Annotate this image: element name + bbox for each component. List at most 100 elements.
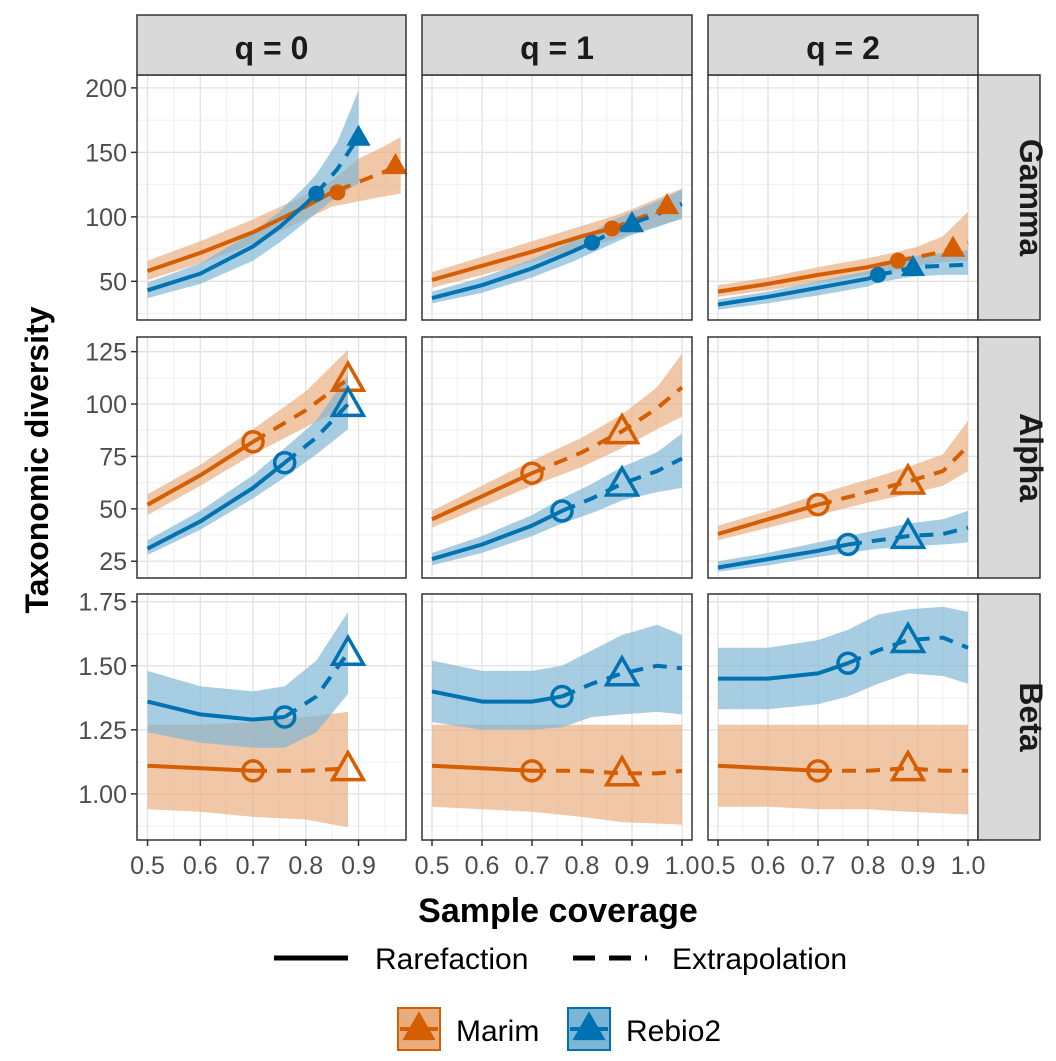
panel-data: [431, 353, 684, 566]
panel-markers: [241, 359, 367, 475]
panel-markers: [241, 633, 367, 783]
line-rarefaction-marim: [146, 440, 255, 507]
panel-border: [421, 593, 693, 841]
point-observed-rebio2: [870, 266, 886, 283]
point-observed-marim: [890, 252, 906, 269]
strip-row-box: [977, 336, 1041, 579]
x-tick-label: 0.9: [341, 852, 376, 880]
panel-markers: [806, 620, 927, 783]
point-extrapolated-rebio2: [329, 384, 367, 418]
point-extrapolated-rebio2: [329, 633, 367, 667]
ribbon-marim: [718, 420, 968, 541]
x-tick-label: 0.7: [236, 852, 271, 880]
strip-row-label: Beta: [1013, 682, 1049, 752]
point-extrapolated-marim: [383, 152, 408, 175]
x-tick-label: 0.7: [515, 852, 550, 880]
legend-key-marim-triangle: [402, 1011, 436, 1041]
x-tick-label: 0.7: [801, 852, 836, 880]
line-extrapolation-rebio2: [561, 663, 683, 699]
point-observed-rebio2: [308, 185, 325, 202]
strip-col-box: [707, 14, 979, 76]
point-observed-rebio2: [550, 499, 574, 523]
panel-markers: [806, 462, 927, 557]
y-tick-label: 75: [99, 443, 127, 471]
ribbon-marim: [147, 136, 401, 280]
point-extrapolated-marim: [940, 235, 966, 257]
strip-row-label: Alpha: [1013, 413, 1049, 502]
point-extrapolated-marim: [603, 754, 641, 787]
line-extrapolation-rebio2: [283, 402, 350, 465]
point-extrapolated-marim: [654, 192, 680, 215]
panel-alpha-0: [136, 336, 407, 579]
panel-markers: [870, 235, 966, 283]
line-extrapolation-rebio2: [847, 525, 969, 547]
point-observed-marim: [806, 759, 830, 783]
y-tick-label: 1.75: [78, 589, 127, 617]
panel-beta-2: [707, 593, 979, 841]
point-extrapolated-rebio2: [346, 124, 371, 146]
legend-label-rebio2: Rebio2: [626, 1015, 721, 1048]
line-extrapolation-marim: [532, 768, 683, 776]
panel-alpha-2: [707, 336, 979, 579]
x-tick-label: 0.9: [615, 852, 650, 880]
x-tick-label: 0.6: [465, 852, 500, 880]
axes-layer: 50 100 150 200 25 50 75 100 125 1.00 1.25 1.50 1.75 0…: [78, 75, 985, 880]
ribbon-marim: [718, 211, 968, 297]
line-rarefaction-rebio2: [718, 661, 849, 681]
panels-layer: [136, 74, 979, 841]
line-rarefaction-marim: [431, 471, 533, 522]
strip-col-label: q = 1: [520, 30, 594, 66]
strip-row-2: Beta: [977, 593, 1049, 841]
strip-col-2: q = 2: [707, 14, 979, 76]
panel-gamma-2: [707, 74, 979, 321]
strip-row-box: [977, 74, 1041, 321]
point-extrapolated-marim: [329, 749, 367, 782]
panel-data: [431, 624, 683, 825]
line-rarefaction-marim: [431, 226, 613, 282]
x-tick-label: 0.8: [288, 852, 323, 880]
x-axis-title: Sample coverage: [418, 892, 698, 930]
panel-border: [136, 336, 407, 579]
x-tick-label: 1.0: [951, 852, 986, 880]
point-observed-marim: [806, 492, 830, 517]
y-tick-label: 150: [85, 139, 127, 167]
legend-linetype: Rarefaction Extrapolation: [274, 943, 847, 976]
x-tick-label: 0.8: [851, 852, 886, 880]
y-tick-label: 200: [85, 75, 127, 103]
panel-data: [717, 606, 969, 815]
x-axis-2: 0.5 0.6 0.7 0.8 0.9 1.0: [701, 840, 986, 880]
ribbon-rebio2: [718, 606, 968, 710]
line-rarefaction-rebio2: [431, 240, 593, 301]
x-tick-label: 0.6: [751, 852, 786, 880]
point-extrapolated-marim: [889, 462, 927, 495]
point-extrapolated-rebio2: [900, 254, 926, 277]
point-observed-rebio2: [550, 684, 574, 709]
y-axis-beta: 1.00 1.25 1.50 1.75: [78, 589, 137, 809]
line-rarefaction-rebio2: [431, 689, 563, 704]
line-rarefaction-rebio2: [146, 461, 286, 551]
y-tick-label: 100: [85, 391, 127, 419]
point-observed-marim: [604, 220, 620, 237]
line-extrapolation-marim: [531, 385, 684, 476]
point-observed-marim: [329, 184, 346, 201]
ribbon-rebio2: [432, 189, 682, 304]
y-axis-gamma: 50 100 150 200: [85, 75, 137, 296]
line-rarefaction-marim: [717, 502, 819, 536]
y-tick-label: 1.50: [78, 653, 127, 681]
y-axis-alpha: 25 50 75 100 125: [85, 339, 137, 576]
line-extrapolation-marim: [817, 444, 970, 507]
line-extrapolation-rebio2: [847, 635, 969, 666]
legend-label-rarefaction: Rarefaction: [375, 943, 528, 976]
point-extrapolated-rebio2: [889, 516, 927, 550]
x-axis-0: 0.5 0.6 0.7 0.8 0.9: [130, 840, 376, 880]
line-extrapolation-rebio2: [314, 135, 361, 195]
y-tick-label: 1.25: [78, 717, 127, 745]
line-rarefaction-marim: [147, 763, 254, 773]
point-observed-marim: [520, 461, 544, 485]
x-tick-label: 0.5: [701, 852, 736, 880]
y-tick-label: 50: [99, 268, 127, 296]
point-extrapolated-rebio2: [603, 464, 641, 497]
x-tick-label: 0.6: [183, 852, 218, 880]
